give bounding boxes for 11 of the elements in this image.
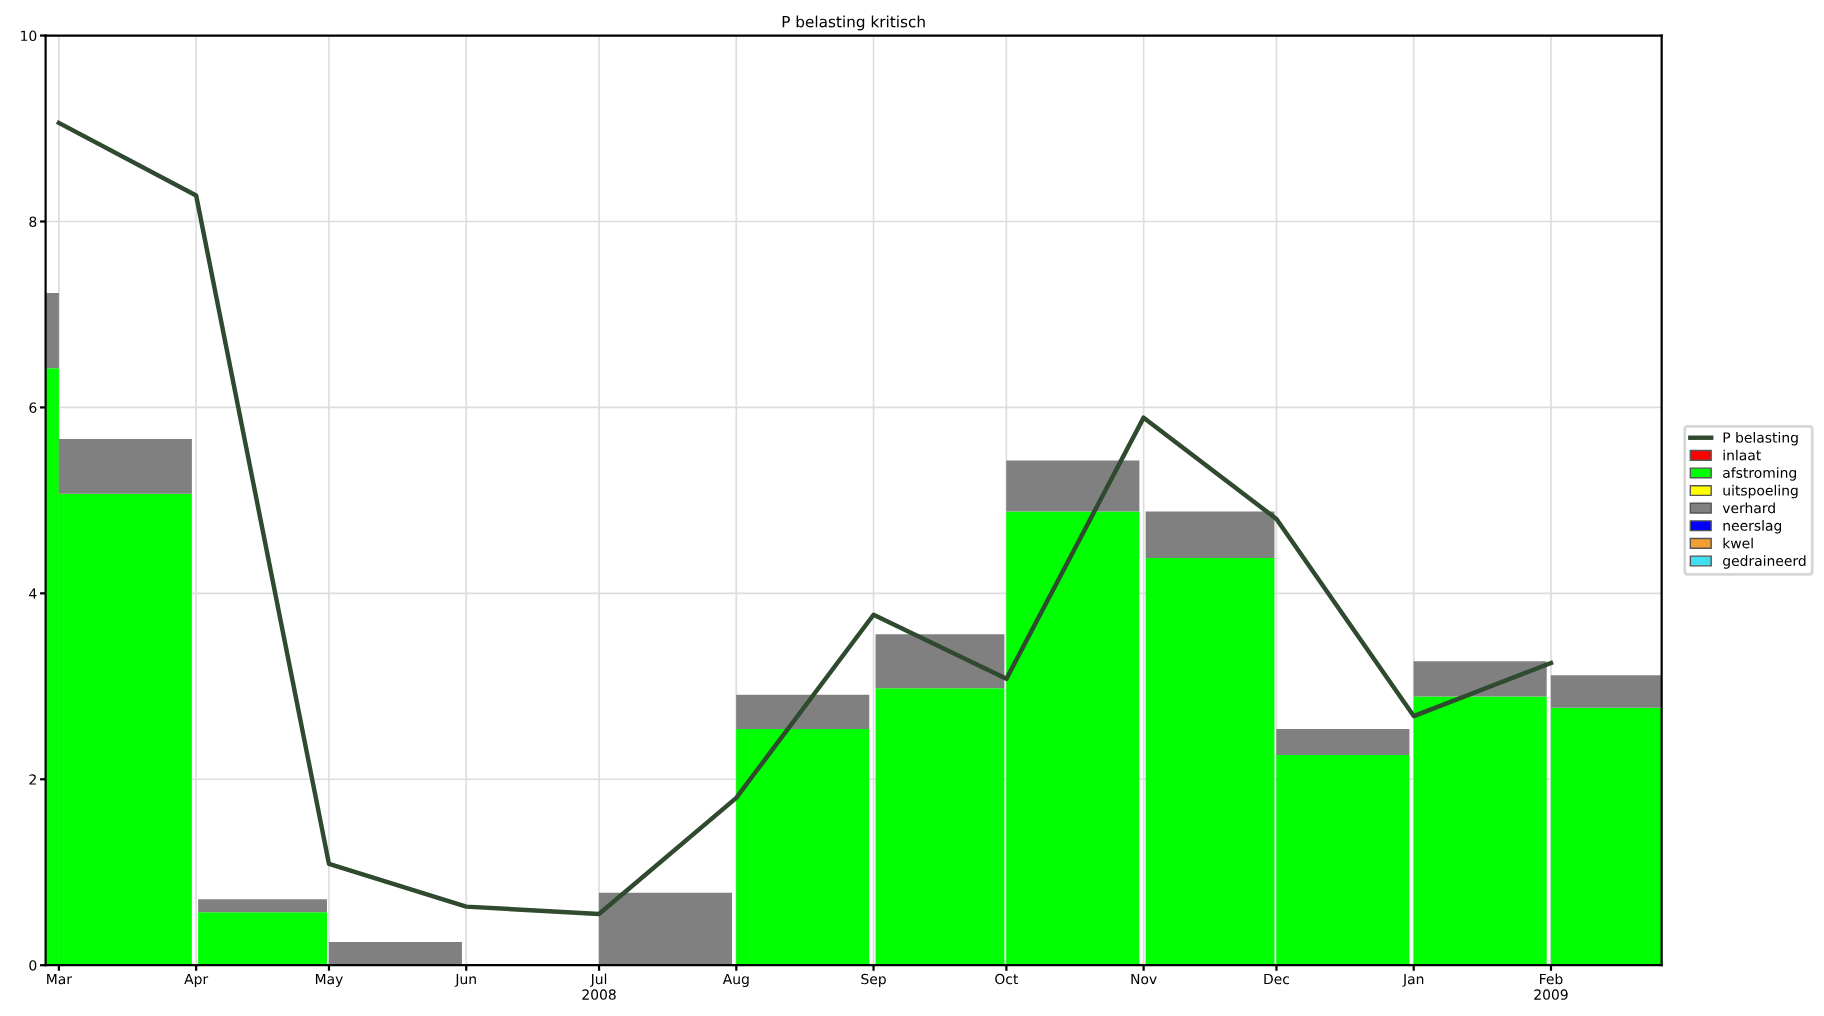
bar — [1413, 696, 1547, 966]
line-series — [56, 120, 1554, 917]
bar — [1006, 460, 1140, 512]
bar — [1276, 729, 1410, 756]
bar — [736, 694, 870, 730]
bar — [58, 439, 192, 494]
bar — [328, 941, 462, 966]
bar — [736, 729, 870, 966]
bar — [598, 892, 733, 966]
bar — [198, 912, 327, 966]
bar — [1413, 661, 1547, 697]
